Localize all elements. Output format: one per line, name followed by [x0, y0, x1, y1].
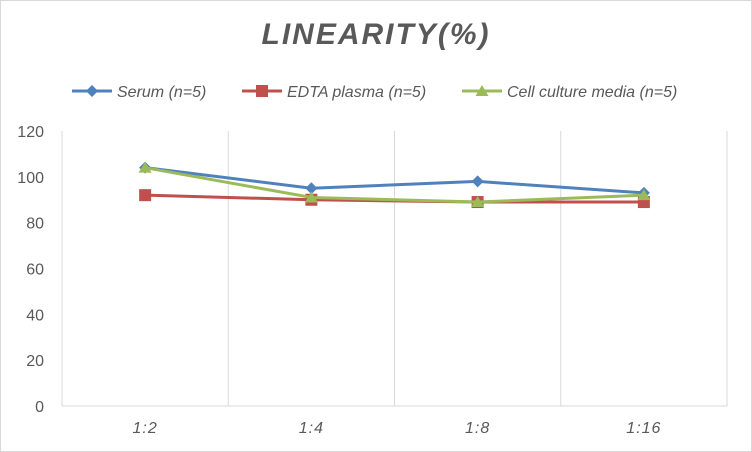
x-tick-label: 1:16: [626, 420, 661, 437]
data-point: [139, 189, 152, 202]
legend-label: Serum (n=5): [117, 84, 206, 101]
legend-item: Serum (n=5): [72, 84, 206, 101]
grid: [61, 131, 728, 407]
legend-item: Cell culture media (n=5): [462, 84, 677, 101]
y-axis: 0 20 40 60 80 100 120: [17, 124, 44, 416]
y-tick-label: 80: [26, 216, 44, 233]
series-layer: [138, 161, 651, 209]
x-tick-label: 1:4: [299, 420, 324, 437]
legend-marker: [86, 85, 98, 97]
y-tick-label: 20: [26, 353, 44, 370]
legend-marker: [256, 85, 268, 97]
legend-label: EDTA plasma (n=5): [287, 84, 426, 101]
y-tick-label: 40: [26, 307, 44, 324]
data-point: [304, 191, 318, 203]
data-point: [471, 175, 484, 188]
series-line: [144, 166, 644, 195]
data-point: [138, 161, 152, 173]
data-point: [471, 196, 485, 208]
x-axis: 1:2 1:4 1:8 1:16: [133, 420, 661, 437]
legend-label: Cell culture media (n=5): [507, 84, 677, 101]
legend-marker: [475, 85, 489, 96]
x-tick-label: 1:8: [465, 420, 490, 437]
series-2: [138, 161, 651, 208]
y-tick-label: 120: [17, 124, 44, 141]
chart-title: LINEARITY(%): [261, 18, 491, 51]
series-line: [144, 166, 644, 204]
legend-item: EDTA plasma (n=5): [242, 84, 426, 101]
y-tick-label: 0: [35, 399, 44, 416]
data-point: [637, 189, 651, 201]
y-tick-label: 60: [26, 262, 44, 279]
legend: Serum (n=5) EDTA plasma (n=5) Cell culture…: [72, 84, 677, 101]
x-tick-label: 1:2: [133, 420, 158, 437]
data-point: [305, 182, 318, 195]
y-tick-label: 100: [17, 170, 44, 187]
